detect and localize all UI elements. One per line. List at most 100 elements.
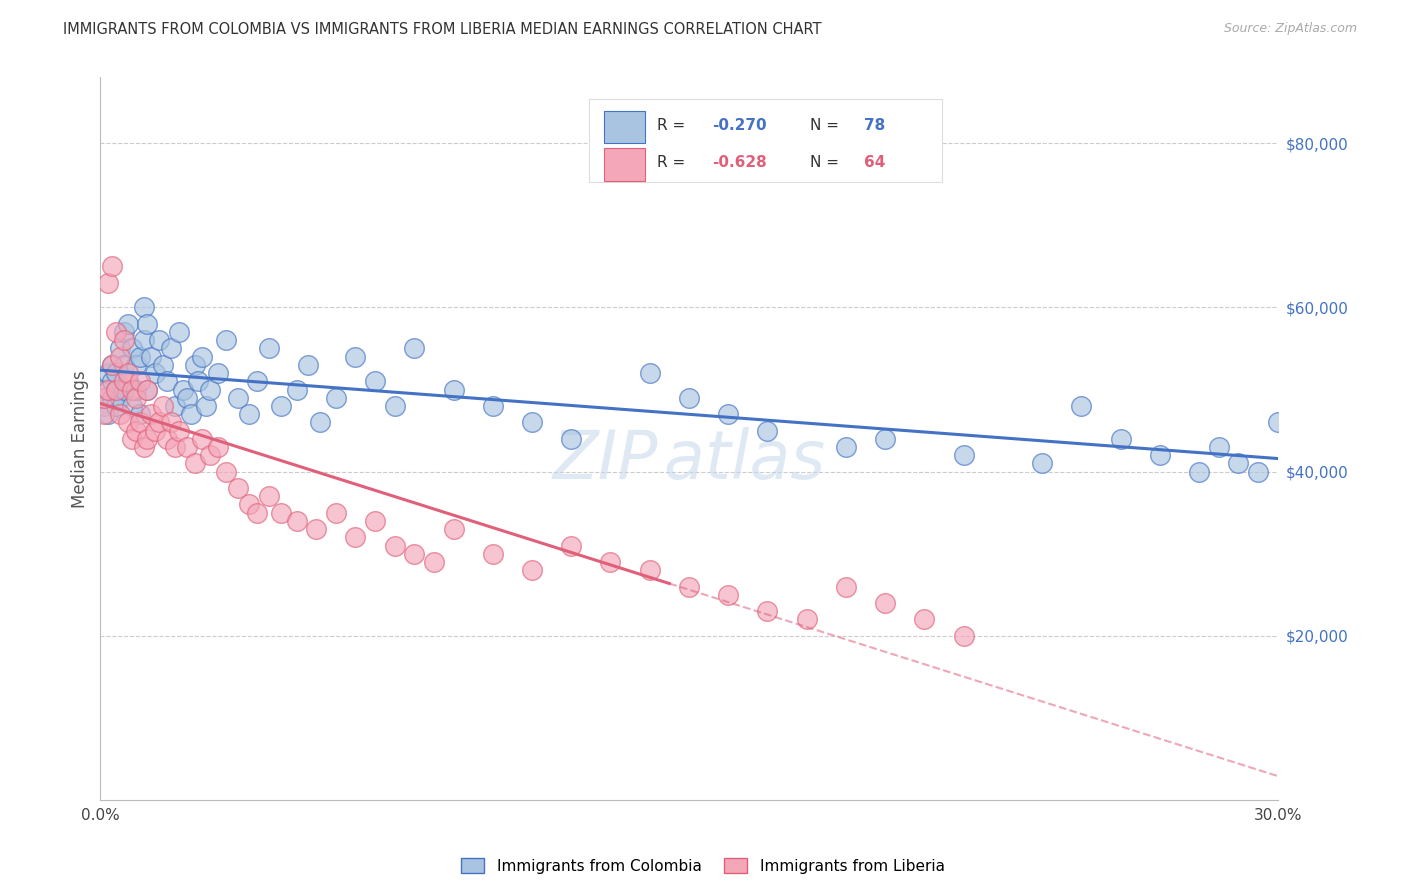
Point bbox=[717, 407, 740, 421]
Point bbox=[952, 629, 974, 643]
Point bbox=[756, 424, 779, 438]
Point bbox=[141, 350, 163, 364]
Point bbox=[207, 440, 229, 454]
Point bbox=[835, 440, 858, 454]
Point bbox=[143, 366, 166, 380]
Point bbox=[404, 547, 426, 561]
Text: Source: ZipAtlas.com: Source: ZipAtlas.com bbox=[1223, 22, 1357, 36]
Point bbox=[1070, 399, 1092, 413]
FancyBboxPatch shape bbox=[589, 99, 942, 182]
Point bbox=[285, 514, 308, 528]
Point bbox=[1149, 448, 1171, 462]
Point bbox=[105, 383, 128, 397]
Point bbox=[481, 547, 503, 561]
Point bbox=[678, 391, 700, 405]
Text: 78: 78 bbox=[865, 118, 886, 133]
Point bbox=[183, 457, 205, 471]
Point bbox=[875, 596, 897, 610]
Point bbox=[195, 399, 218, 413]
Point bbox=[180, 407, 202, 421]
Point bbox=[257, 489, 280, 503]
Point bbox=[187, 374, 209, 388]
Point bbox=[835, 580, 858, 594]
Point bbox=[191, 350, 214, 364]
Point bbox=[105, 383, 128, 397]
Point bbox=[270, 399, 292, 413]
Point bbox=[112, 325, 135, 339]
Point bbox=[1188, 465, 1211, 479]
Point bbox=[183, 358, 205, 372]
Y-axis label: Median Earnings: Median Earnings bbox=[72, 370, 89, 508]
Point bbox=[105, 399, 128, 413]
Point bbox=[191, 432, 214, 446]
Point bbox=[117, 317, 139, 331]
Point bbox=[238, 498, 260, 512]
Point bbox=[108, 342, 131, 356]
Point bbox=[136, 383, 159, 397]
Point bbox=[156, 374, 179, 388]
Text: -0.628: -0.628 bbox=[713, 155, 768, 170]
Text: N =: N = bbox=[810, 155, 844, 170]
Text: ZIP atlas: ZIP atlas bbox=[553, 427, 825, 493]
Text: R =: R = bbox=[657, 155, 690, 170]
Point bbox=[443, 383, 465, 397]
Point bbox=[364, 514, 387, 528]
Point bbox=[108, 350, 131, 364]
Point bbox=[226, 481, 249, 495]
Point bbox=[101, 374, 124, 388]
Point bbox=[1267, 416, 1289, 430]
Point bbox=[117, 374, 139, 388]
Point bbox=[172, 383, 194, 397]
Point bbox=[112, 383, 135, 397]
Point bbox=[121, 342, 143, 356]
Point bbox=[112, 333, 135, 347]
Point bbox=[128, 416, 150, 430]
Point bbox=[384, 399, 406, 413]
Point bbox=[108, 391, 131, 405]
Text: -0.270: -0.270 bbox=[713, 118, 768, 133]
Point bbox=[364, 374, 387, 388]
Point bbox=[560, 432, 582, 446]
Point bbox=[121, 432, 143, 446]
Point bbox=[136, 317, 159, 331]
Point bbox=[136, 383, 159, 397]
Point bbox=[124, 358, 146, 372]
Point bbox=[121, 383, 143, 397]
Point bbox=[141, 407, 163, 421]
Point bbox=[148, 333, 170, 347]
Point bbox=[443, 522, 465, 536]
Point bbox=[112, 374, 135, 388]
Point bbox=[136, 432, 159, 446]
Point bbox=[97, 276, 120, 290]
Point bbox=[560, 539, 582, 553]
Legend: Immigrants from Colombia, Immigrants from Liberia: Immigrants from Colombia, Immigrants fro… bbox=[456, 852, 950, 880]
Point bbox=[200, 448, 222, 462]
Point bbox=[285, 383, 308, 397]
Point bbox=[297, 358, 319, 372]
Point bbox=[638, 366, 661, 380]
Point bbox=[678, 580, 700, 594]
Point bbox=[1109, 432, 1132, 446]
Point bbox=[952, 448, 974, 462]
Point bbox=[796, 612, 818, 626]
Point bbox=[520, 563, 543, 577]
Point bbox=[93, 383, 115, 397]
Point bbox=[124, 424, 146, 438]
Point bbox=[132, 440, 155, 454]
Point bbox=[200, 383, 222, 397]
Point bbox=[912, 612, 935, 626]
Point bbox=[101, 260, 124, 274]
Point bbox=[875, 432, 897, 446]
Point bbox=[717, 588, 740, 602]
Point bbox=[207, 366, 229, 380]
Point bbox=[384, 539, 406, 553]
Point bbox=[128, 350, 150, 364]
Point bbox=[215, 465, 238, 479]
Point bbox=[93, 391, 115, 405]
Point bbox=[638, 563, 661, 577]
Point bbox=[423, 555, 446, 569]
Point bbox=[132, 301, 155, 315]
Point bbox=[105, 366, 128, 380]
Point bbox=[152, 399, 174, 413]
Point bbox=[124, 391, 146, 405]
